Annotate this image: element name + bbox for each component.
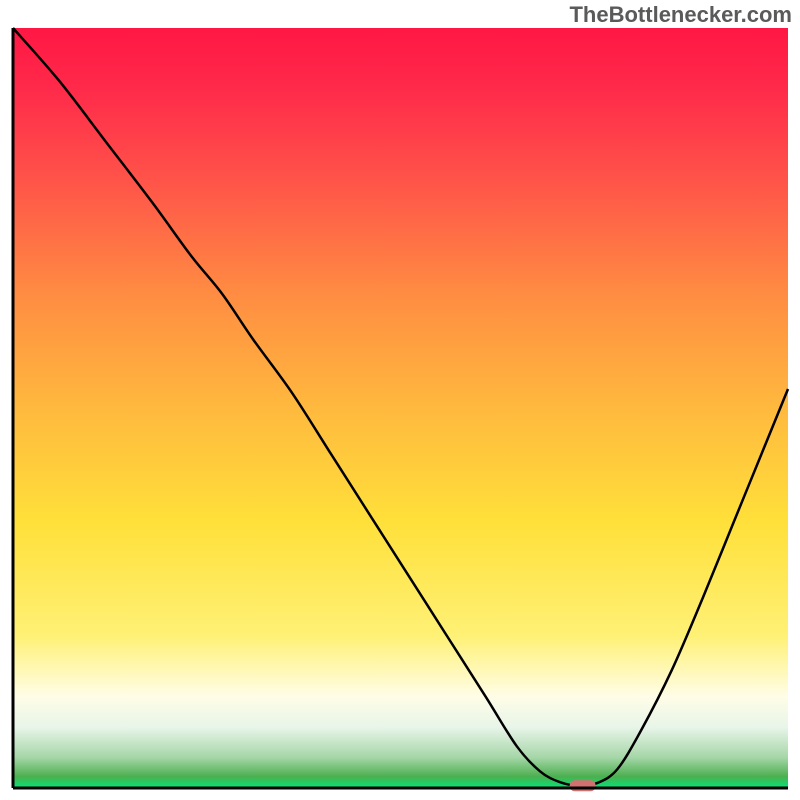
bottleneck-chart bbox=[0, 0, 800, 800]
watermark-text: TheBottlenecker.com bbox=[569, 2, 792, 28]
optimal-marker bbox=[570, 780, 596, 791]
plot-background bbox=[13, 28, 788, 788]
chart-container: TheBottlenecker.com bbox=[0, 0, 800, 800]
